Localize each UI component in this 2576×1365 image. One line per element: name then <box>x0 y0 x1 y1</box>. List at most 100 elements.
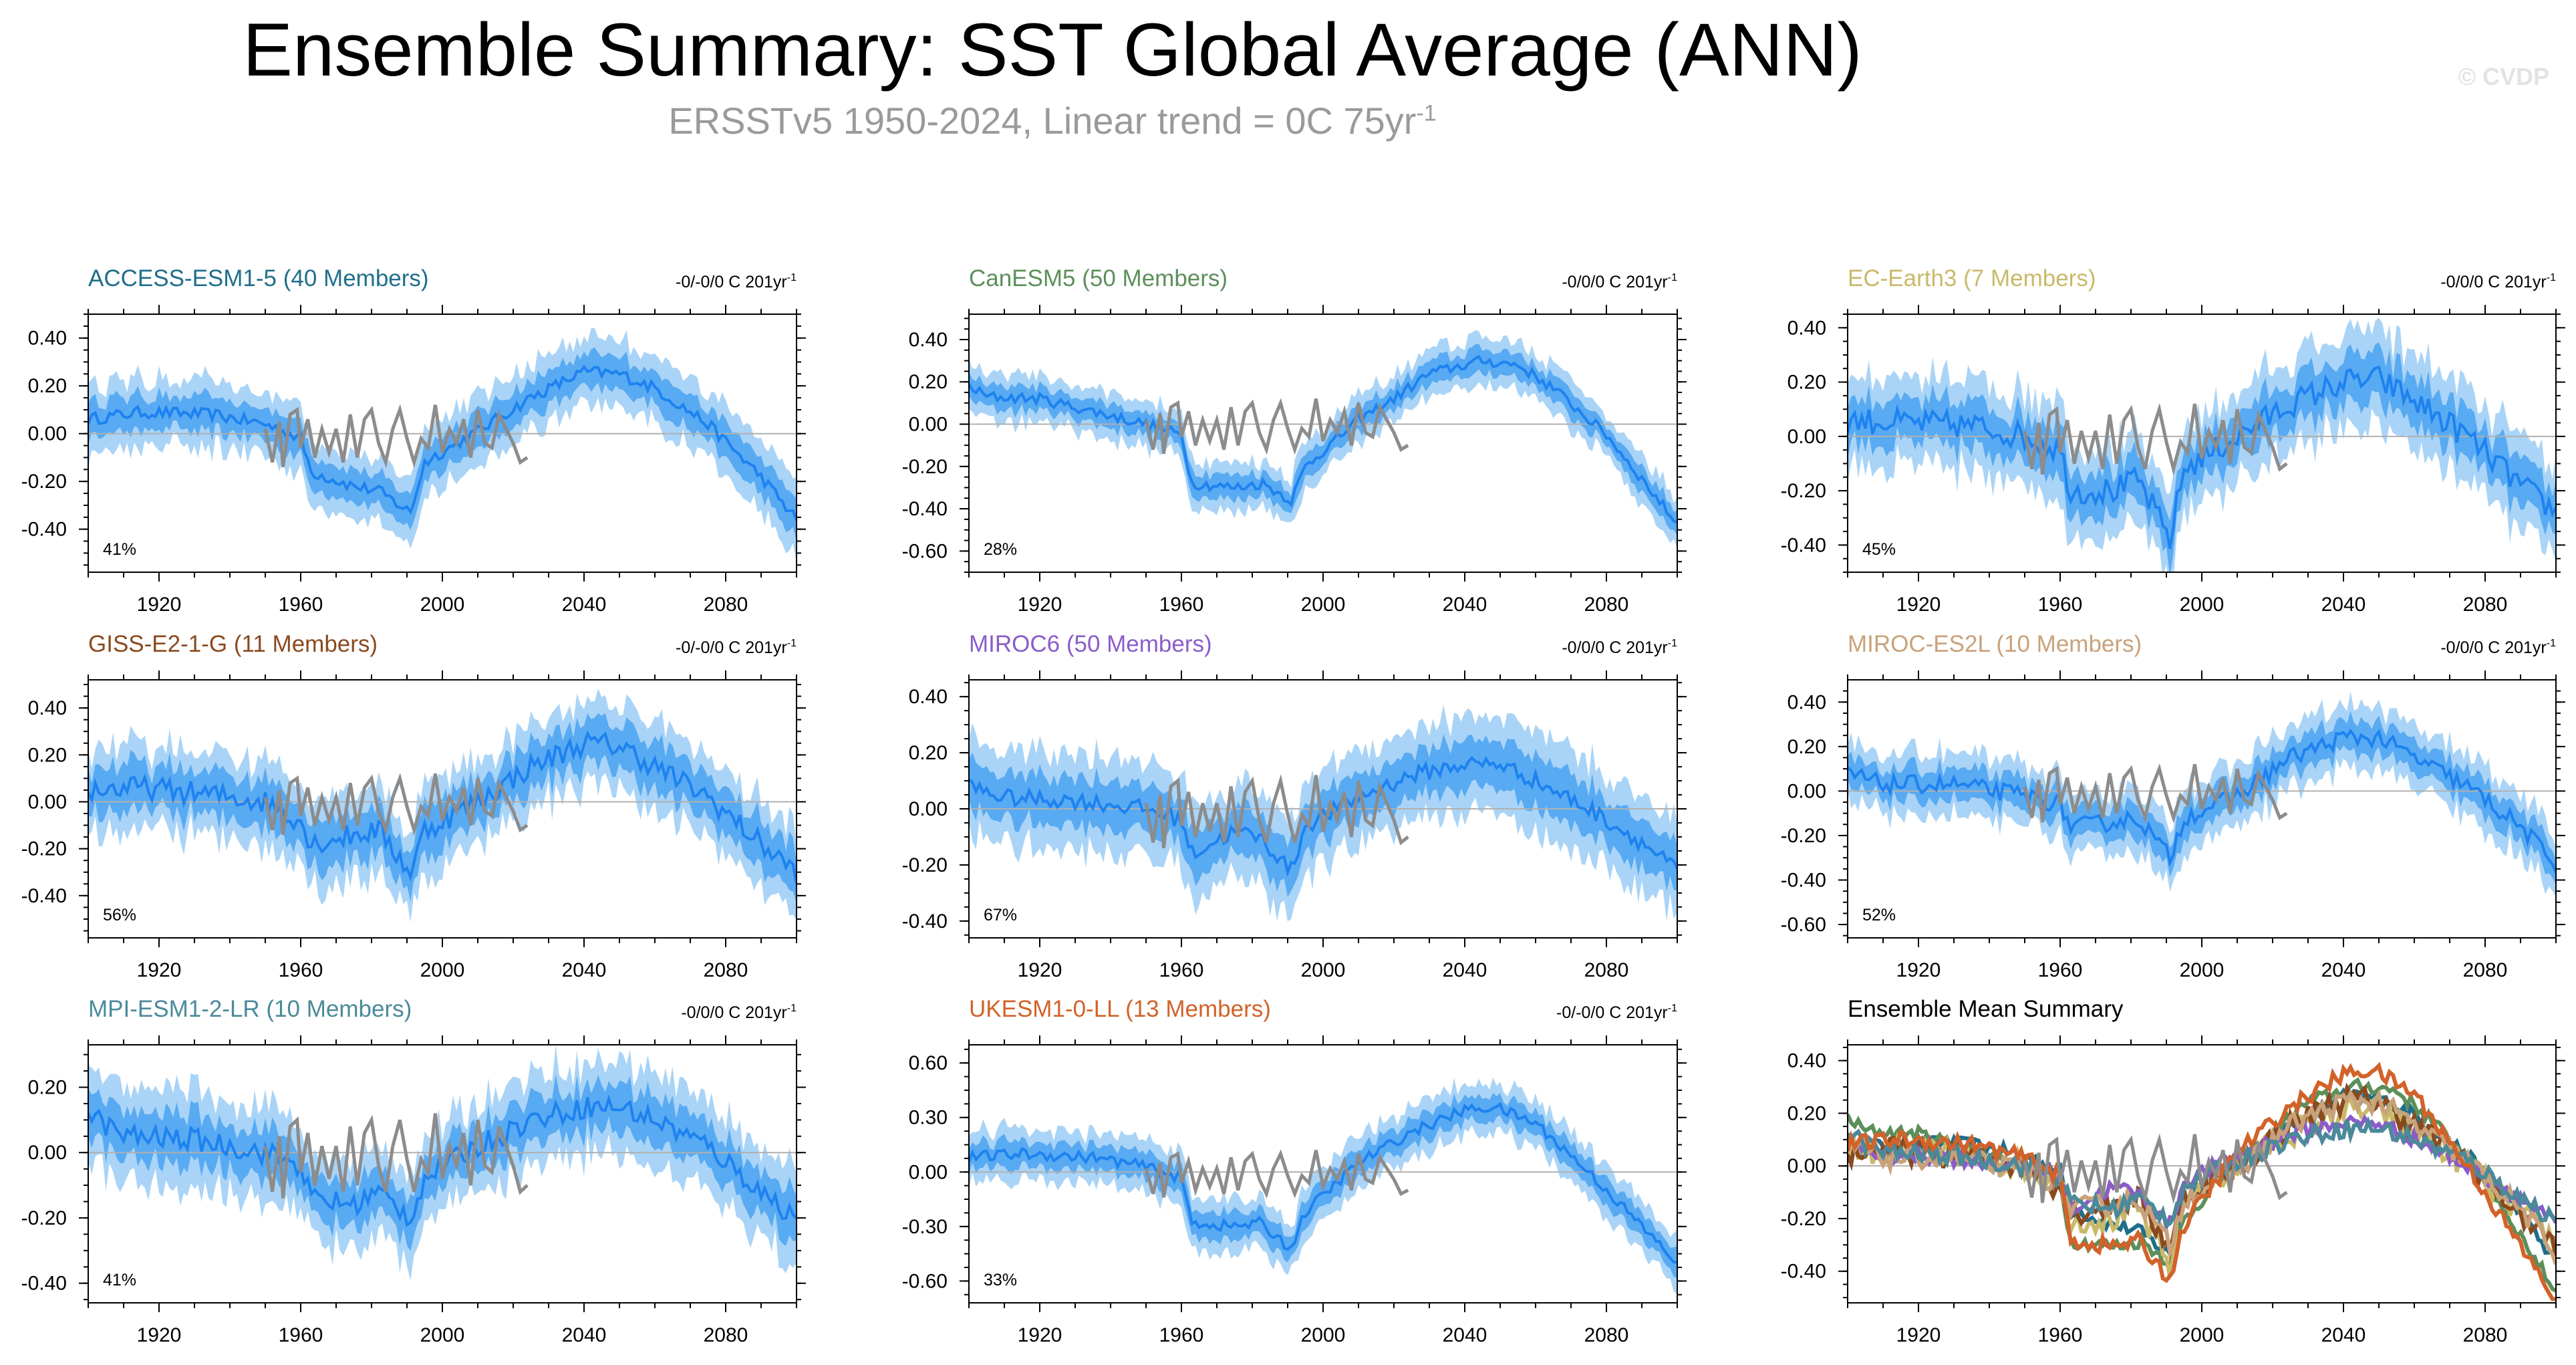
x-tick-label: 1920 <box>137 594 182 616</box>
trend-label: -0/0/0 C 201yr-1 <box>2440 272 2556 291</box>
y-tick-label: 0.00 <box>28 791 67 813</box>
y-tick-label: 0.20 <box>28 744 67 766</box>
x-tick-label: 2080 <box>1584 594 1629 616</box>
y-tick-label: -0.60 <box>1781 914 1826 936</box>
trend-label-superscript: -1 <box>787 272 797 283</box>
y-tick-label: 0.40 <box>909 686 948 708</box>
observation-line <box>263 404 529 469</box>
percent-label: 41% <box>103 540 136 559</box>
y-tick-label: 0.00 <box>1787 426 1826 448</box>
plot-area <box>969 705 1677 922</box>
trend-label-superscript: -1 <box>1668 1003 1677 1014</box>
panel-canesm5: 1920 1960 2000 2040 2080 0.40 0.20 0.00 -0.20 -0.… <box>902 265 1687 616</box>
observation-line <box>1144 1149 1409 1199</box>
x-tick-label: 1960 <box>279 594 323 616</box>
trend-label-superscript: -1 <box>787 1003 797 1014</box>
panel-ensemble: 1920 1960 2000 2040 2080 0.40 0.20 0.00 -0.20 -0.… <box>1781 996 2565 1346</box>
y-tick-label: 0.00 <box>1787 780 1826 802</box>
y-tick-label: 0.20 <box>909 742 948 764</box>
x-tick-label: 2040 <box>2321 959 2366 981</box>
ensemble-mean-line <box>969 354 1677 524</box>
percent-label: 56% <box>103 906 136 924</box>
x-tick-label: 1920 <box>1896 594 1941 616</box>
panel-giss-e2-1-g: 1920 1960 2000 2040 2080 0.40 0.20 0.00 -0.20 -0.… <box>21 631 806 981</box>
percent-label: 52% <box>1862 906 1896 924</box>
panel-title: ACCESS-ESM1-5 (40 Members) <box>88 265 429 291</box>
y-tick-label: -0.20 <box>902 854 948 876</box>
observation-line <box>1144 398 1409 455</box>
y-tick-label: -0.60 <box>902 1270 948 1292</box>
x-tick-label: 1920 <box>137 1324 182 1346</box>
trend-label: -0/-0/0 C 201yr-1 <box>676 272 797 291</box>
y-tick-label: -0.20 <box>1781 825 1826 847</box>
panel-title: CanESM5 (50 Members) <box>969 265 1228 291</box>
plot-area <box>969 1077 1677 1295</box>
panel-miroc-es2l: 1920 1960 2000 2040 2080 0.40 0.20 0.00 -0.20 -0.… <box>1781 631 2565 981</box>
percent-label: 41% <box>103 1271 136 1289</box>
observation-line <box>263 1113 529 1199</box>
y-tick-label: 0.40 <box>1787 1050 1826 1072</box>
x-tick-label: 1960 <box>2038 959 2083 981</box>
model-mean-line <box>1848 1062 2556 1301</box>
x-tick-label: 1920 <box>1018 959 1062 981</box>
page-title: Ensemble Summary: SST Global Average (AN… <box>243 8 1862 92</box>
trend-label: -0/-0/0 C 201yr-1 <box>676 638 797 657</box>
x-tick-label: 2040 <box>562 594 607 616</box>
x-tick-label: 2000 <box>1301 959 1346 981</box>
plot-area <box>88 328 797 563</box>
y-tick-label: -0.40 <box>902 910 948 933</box>
plot-area <box>1848 1062 2556 1301</box>
y-tick-label: 0.20 <box>28 1077 67 1099</box>
y-tick-label: -0.20 <box>1781 1208 1826 1230</box>
panel-title: MIROC-ES2L (10 Members) <box>1848 631 2142 657</box>
panel-ec-earth3: 1920 1960 2000 2040 2080 0.40 0.20 0.00 -0.20 -0.… <box>1781 265 2565 616</box>
observation-line <box>263 773 529 836</box>
x-tick-label: 1920 <box>1896 1324 1941 1346</box>
y-tick-label: 0.20 <box>1787 736 1826 758</box>
y-tick-label: -0.20 <box>21 1207 67 1229</box>
ensemble-mean-line <box>88 730 797 884</box>
percent-label: 45% <box>1862 540 1896 559</box>
y-tick-label: 0.20 <box>909 371 948 393</box>
trend-label-superscript: -1 <box>2547 638 2556 649</box>
x-tick-label: 1960 <box>2038 594 2083 616</box>
y-tick-label: -0.40 <box>1781 534 1826 556</box>
y-tick-label: -0.20 <box>21 471 67 493</box>
trend-label-superscript: -1 <box>787 638 797 649</box>
x-tick-label: 2000 <box>1301 1324 1346 1346</box>
x-tick-label: 2080 <box>2463 959 2508 981</box>
x-tick-label: 2040 <box>2321 1324 2366 1346</box>
x-tick-label: 2080 <box>704 594 748 616</box>
y-tick-label: -0.40 <box>1781 869 1826 891</box>
x-tick-label: 1920 <box>1896 959 1941 981</box>
y-tick-label: 0.40 <box>909 329 948 351</box>
y-tick-label: 0.00 <box>28 1142 67 1164</box>
trend-label: -0/0/0 C 201yr-1 <box>1562 272 1677 291</box>
x-tick-label: 2000 <box>420 1324 465 1346</box>
percent-label: 33% <box>984 1271 1017 1289</box>
y-tick-label: 0.20 <box>1787 1102 1826 1124</box>
y-tick-label: 0.40 <box>28 328 67 350</box>
trend-label: -0/-0/0 C 201yr-1 <box>1556 1003 1677 1022</box>
subtitle-text: ERSSTv5 1950-2024, Linear trend = 0C 75y… <box>668 100 1417 142</box>
panel-title: EC-Earth3 (7 Members) <box>1848 265 2096 291</box>
y-tick-label: 0.30 <box>909 1107 948 1129</box>
observation-line <box>2023 1133 2288 1205</box>
x-tick-label: 2000 <box>2180 1324 2225 1346</box>
x-tick-label: 2000 <box>420 959 465 981</box>
percent-label: 28% <box>984 540 1017 559</box>
x-tick-label: 2040 <box>1443 594 1487 616</box>
plot-frame <box>1847 1044 2557 1304</box>
x-tick-label: 2000 <box>2180 594 2225 616</box>
y-tick-label: -0.40 <box>21 1273 67 1295</box>
y-tick-label: 0.40 <box>28 697 67 719</box>
y-tick-label: -0.20 <box>1781 480 1826 502</box>
x-tick-label: 1920 <box>1018 594 1062 616</box>
x-tick-label: 2040 <box>2321 594 2366 616</box>
y-tick-label: -0.40 <box>902 498 948 520</box>
x-tick-label: 1960 <box>279 959 323 981</box>
ensemble-mean-line <box>1848 365 2556 549</box>
panel-title: MPI-ESM1-2-LR (10 Members) <box>88 996 412 1022</box>
y-tick-label: 0.20 <box>1787 372 1826 394</box>
